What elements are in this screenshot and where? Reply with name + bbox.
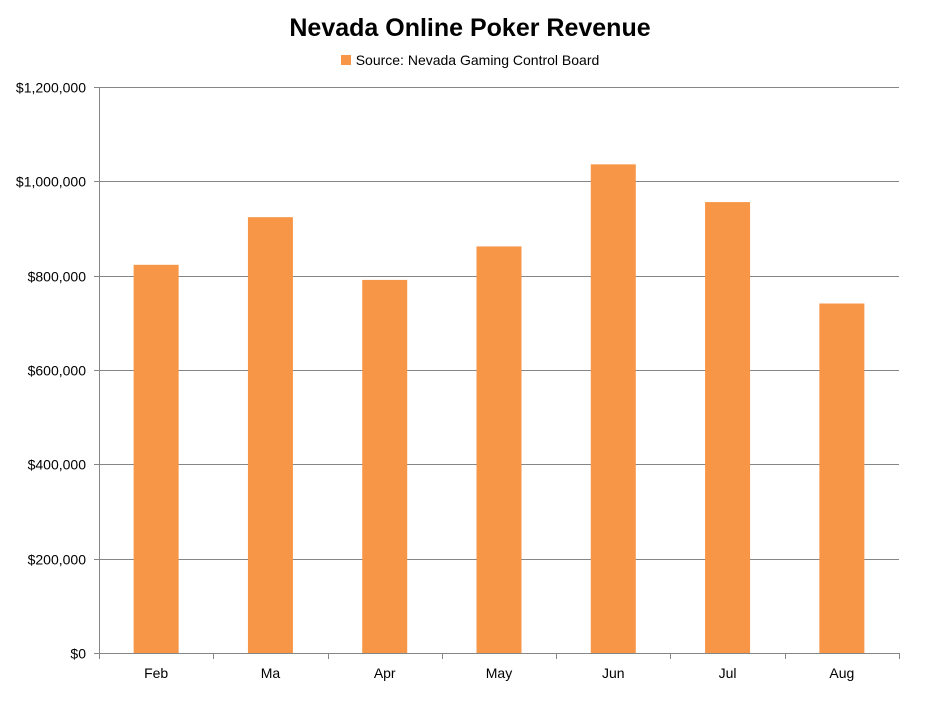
y-tick-label: $600,000: [28, 363, 87, 379]
bar-jun: [590, 164, 636, 653]
legend-label: Source: Nevada Gaming Control Board: [355, 52, 600, 68]
x-tick-label: Aug: [829, 665, 854, 681]
y-tick-label: $1,000,000: [16, 174, 86, 190]
legend: Source: Nevada Gaming Control Board: [0, 52, 940, 68]
x-tick-label: Jul: [719, 665, 737, 681]
bar-ma: [247, 217, 293, 653]
bar-may: [476, 246, 522, 653]
bar-apr: [362, 279, 408, 653]
bar-feb: [133, 264, 179, 653]
bar-jul: [705, 202, 751, 653]
y-tick-label: $400,000: [28, 457, 87, 473]
x-tick-label: Apr: [374, 665, 396, 681]
x-tick-label: Jun: [602, 665, 625, 681]
x-tick-label: Feb: [144, 665, 168, 681]
legend-swatch: [340, 55, 351, 65]
x-tick-label: May: [486, 665, 512, 681]
y-tick-label: $1,200,000: [16, 80, 86, 96]
y-tick-label: $800,000: [28, 269, 87, 285]
x-tick-label: Ma: [261, 665, 281, 681]
y-tick-label: $0: [70, 646, 86, 662]
chart-title: Nevada Online Poker Revenue: [289, 14, 651, 42]
bar-aug: [819, 303, 865, 653]
y-tick-label: $200,000: [28, 552, 87, 568]
